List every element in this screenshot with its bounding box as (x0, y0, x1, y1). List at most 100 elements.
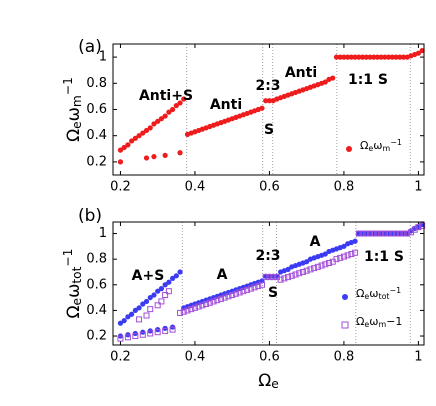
point (393, 230, 400, 237)
point (162, 327, 169, 334)
annotation: 2:3 (255, 78, 280, 94)
annotation: A (217, 267, 228, 283)
point (132, 333, 139, 340)
point (240, 288, 247, 295)
point (341, 54, 347, 60)
point (158, 286, 165, 292)
y-tick-label: 1 (99, 50, 107, 65)
point (296, 270, 303, 277)
point (165, 288, 172, 295)
point (266, 98, 273, 104)
point (311, 265, 318, 272)
point (288, 272, 295, 279)
point (370, 230, 377, 237)
point (169, 106, 176, 113)
legend-label-part: e (364, 292, 369, 301)
legend-label-part: −1 (390, 138, 402, 147)
y-tick-label: 0.4 (86, 303, 107, 318)
point (363, 54, 369, 60)
legend-label: Ωeωtot−1 (356, 286, 401, 301)
point (162, 152, 168, 158)
point (304, 259, 310, 265)
x-tick-label: 1 (414, 180, 422, 195)
point (341, 243, 347, 249)
point (262, 274, 269, 281)
legend-label-part: tot (379, 292, 390, 301)
legend-marker (342, 294, 348, 300)
point (393, 54, 399, 60)
point (140, 301, 146, 307)
point (154, 302, 161, 309)
y-axis-label-part: e (70, 121, 84, 129)
point (162, 292, 169, 299)
point (206, 299, 213, 306)
legend-label-part: m (379, 320, 387, 329)
point (247, 285, 254, 292)
point (177, 269, 183, 275)
point (199, 302, 206, 309)
point (155, 118, 161, 124)
point (419, 222, 426, 229)
point (129, 138, 135, 144)
annotation: Anti+S (139, 88, 193, 104)
point (299, 268, 306, 275)
annotation: A+S (132, 268, 165, 284)
point (322, 261, 329, 268)
annotation: 2:3 (255, 248, 280, 264)
point (147, 125, 153, 131)
x-tick-label: 0.4 (185, 350, 206, 365)
point (322, 251, 328, 257)
point (155, 288, 161, 294)
axes-frame (112, 43, 425, 176)
y-axis-label-part: m (70, 95, 84, 107)
point (121, 144, 127, 151)
point (117, 335, 124, 342)
point (352, 54, 358, 60)
point (326, 260, 333, 266)
point (292, 271, 299, 278)
point (419, 47, 425, 54)
point (333, 256, 340, 263)
point (169, 275, 176, 281)
y-axis-label-part: tot (70, 266, 84, 283)
point (117, 147, 124, 153)
annotation: S (268, 285, 278, 301)
point (221, 294, 228, 301)
y-tick-label: 0.4 (86, 128, 107, 143)
point (117, 159, 124, 165)
point (322, 79, 328, 85)
point (147, 330, 154, 337)
annotation: 1:1 S (364, 249, 404, 265)
point (143, 298, 150, 305)
point (121, 318, 127, 324)
x-tick-label: 0.6 (259, 350, 280, 365)
point (203, 301, 210, 307)
point (333, 54, 340, 60)
legend-label-part: ω (369, 287, 378, 300)
point (158, 116, 165, 122)
point (281, 275, 288, 282)
y-axis-label-part: ω (64, 107, 84, 121)
point (374, 54, 381, 60)
point (270, 274, 277, 281)
legend-label-part: −1 (386, 315, 402, 328)
legend-label-part: Ω (360, 139, 368, 152)
point (314, 263, 321, 270)
x-tick-label: 1 (414, 350, 422, 365)
point (177, 100, 183, 106)
point (143, 312, 150, 319)
y-axis-label: Ωeωm−1 (61, 77, 84, 142)
point (139, 331, 146, 338)
point (303, 267, 310, 274)
legend-label-part: Ω (356, 315, 364, 328)
point (352, 238, 358, 244)
point (344, 252, 351, 259)
legend-label: Ωeωm−1 (356, 315, 402, 329)
legend-marker (346, 146, 352, 152)
point (285, 274, 292, 281)
annotation: Anti (210, 97, 242, 113)
x-axis-label-part: e (271, 377, 279, 391)
point (132, 135, 138, 141)
legend-label: Ωeωm−1 (360, 138, 402, 153)
x-tick-label: 0.8 (334, 180, 355, 195)
